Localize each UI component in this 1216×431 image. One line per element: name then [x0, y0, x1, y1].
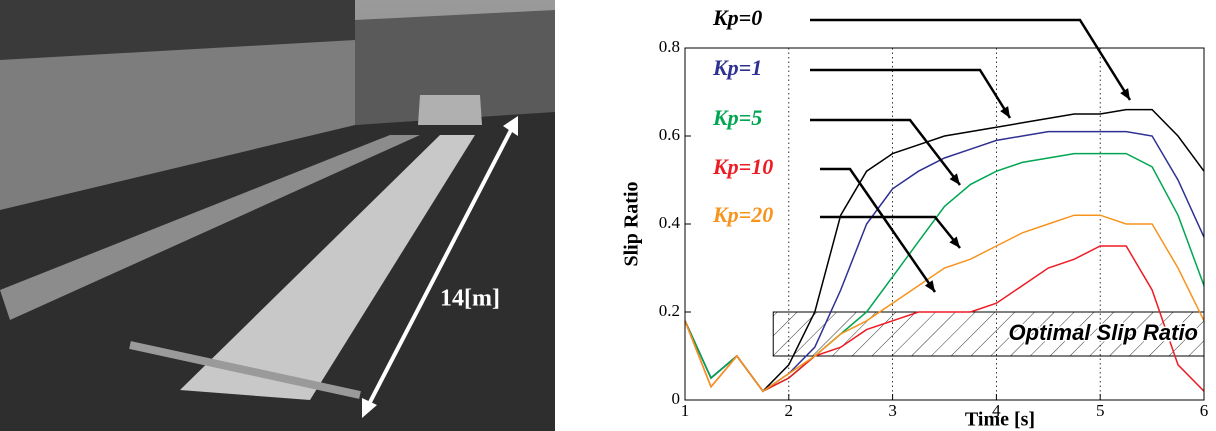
legend-arrow: [810, 20, 1130, 100]
y-tick-label: 0.2: [659, 301, 680, 320]
y-tick-label: 0.6: [659, 125, 680, 144]
legend-label: Kp=1: [712, 55, 762, 80]
x-tick-label: 2: [785, 401, 794, 420]
x-tick-label: 6: [1200, 401, 1209, 420]
legend-arrow: [810, 120, 960, 185]
photo: 14[m]: [0, 0, 555, 431]
x-tick-label: 4: [992, 401, 1001, 420]
x-tick-label: 1: [681, 401, 690, 420]
y-tick-label: 0.4: [659, 213, 681, 232]
series-line: [685, 215, 1204, 391]
legend-arrow: [820, 217, 960, 248]
legend-arrow-head: [925, 280, 935, 292]
legend-arrow: [810, 70, 1010, 118]
car: [418, 95, 482, 125]
legend-label: Kp=10: [712, 154, 773, 179]
band-label: Optimal Slip Ratio: [1009, 320, 1198, 345]
x-tick-label: 3: [888, 401, 897, 420]
x-tick-label: 5: [1096, 401, 1105, 420]
distance-label: 14[m]: [440, 286, 500, 312]
legend-label: Kp=0: [712, 5, 762, 30]
legend-label: Kp=5: [712, 105, 762, 130]
y-axis-label: Slip Ratio: [621, 181, 643, 266]
page: 14[m] Time [s] Slip Ratio 12345600.20.40…: [0, 0, 1216, 431]
y-tick-label: 0.8: [659, 37, 680, 56]
y-tick-label: 0: [672, 389, 681, 408]
legend-label: Kp=20: [712, 202, 773, 227]
